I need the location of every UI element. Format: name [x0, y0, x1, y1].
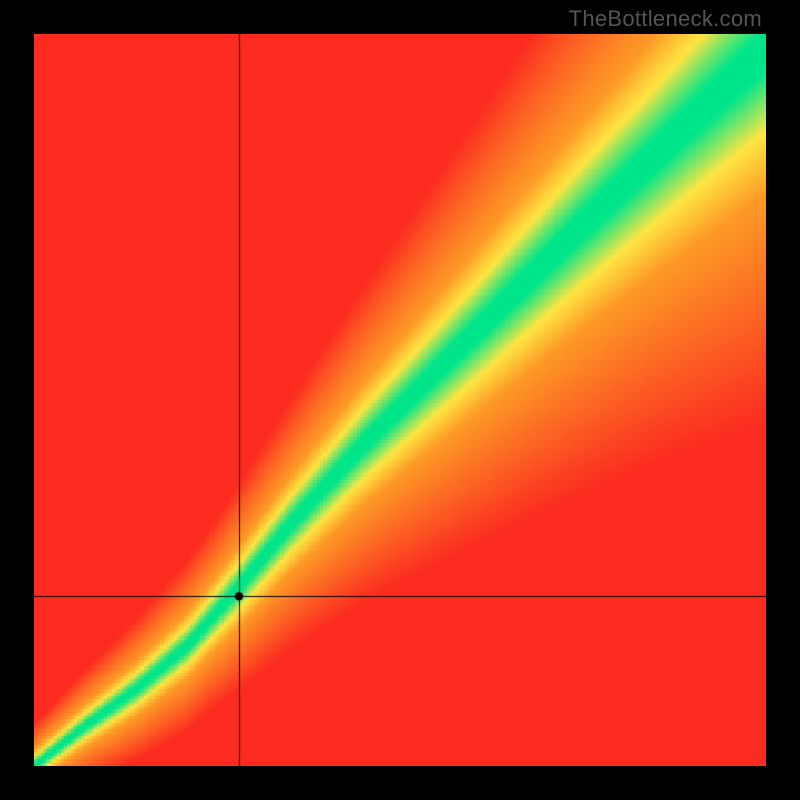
crosshair-overlay — [34, 34, 766, 766]
chart-container: TheBottleneck.com — [0, 0, 800, 800]
watermark-text: TheBottleneck.com — [569, 6, 762, 32]
